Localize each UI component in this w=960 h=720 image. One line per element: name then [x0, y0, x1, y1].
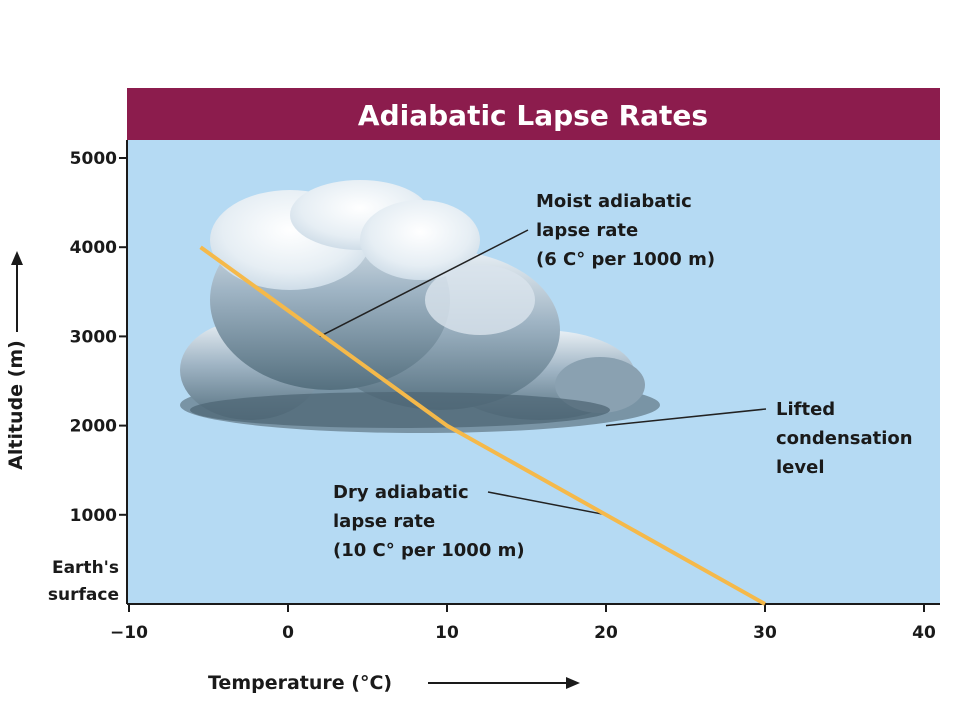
lcl-annotation: condensation: [776, 428, 913, 449]
x-tick-label: 30: [753, 623, 777, 643]
x-tick-label: 0: [282, 623, 294, 643]
chart-title: Adiabatic Lapse Rates: [358, 99, 708, 132]
x-tick-label: 20: [594, 623, 618, 643]
moist-annotation: lapse rate: [536, 220, 638, 241]
dry-annotation: Dry adiabatic: [333, 482, 469, 503]
y-tick-label: 1000: [70, 506, 117, 526]
lcl-leader-line: [605, 408, 767, 427]
x-tick-label: −10: [110, 623, 148, 643]
lcl-annotation: Lifted: [776, 399, 835, 420]
title-bar: [127, 88, 940, 140]
x-tick-label: 40: [912, 623, 936, 643]
y-tick-label: 2000: [70, 417, 117, 437]
dry-annotation: (10 C° per 1000 m): [333, 540, 525, 561]
moist-annotation: (6 C° per 1000 m): [536, 249, 715, 270]
moist-leader-line: [319, 229, 529, 338]
cumulus-cloud-icon: [180, 180, 660, 433]
y-axis-title: Altitude (m): [5, 340, 27, 470]
right-arrow-icon: [428, 677, 580, 689]
lcl-annotation: level: [776, 457, 825, 478]
y-tick-label: 3000: [70, 327, 117, 347]
dry-annotation: lapse rate: [333, 511, 435, 532]
y-zero-label: Earth's: [52, 558, 119, 578]
moist-annotation: Moist adiabatic: [536, 191, 692, 212]
y-tick-label: 4000: [70, 238, 117, 258]
y-zero-label: surface: [48, 585, 119, 605]
dry-leader-line: [487, 491, 607, 516]
up-arrow-icon: [11, 251, 23, 332]
x-tick-label: 10: [435, 623, 459, 643]
y-tick-label: 5000: [70, 149, 117, 169]
x-axis-title: Temperature (°C): [208, 672, 392, 694]
